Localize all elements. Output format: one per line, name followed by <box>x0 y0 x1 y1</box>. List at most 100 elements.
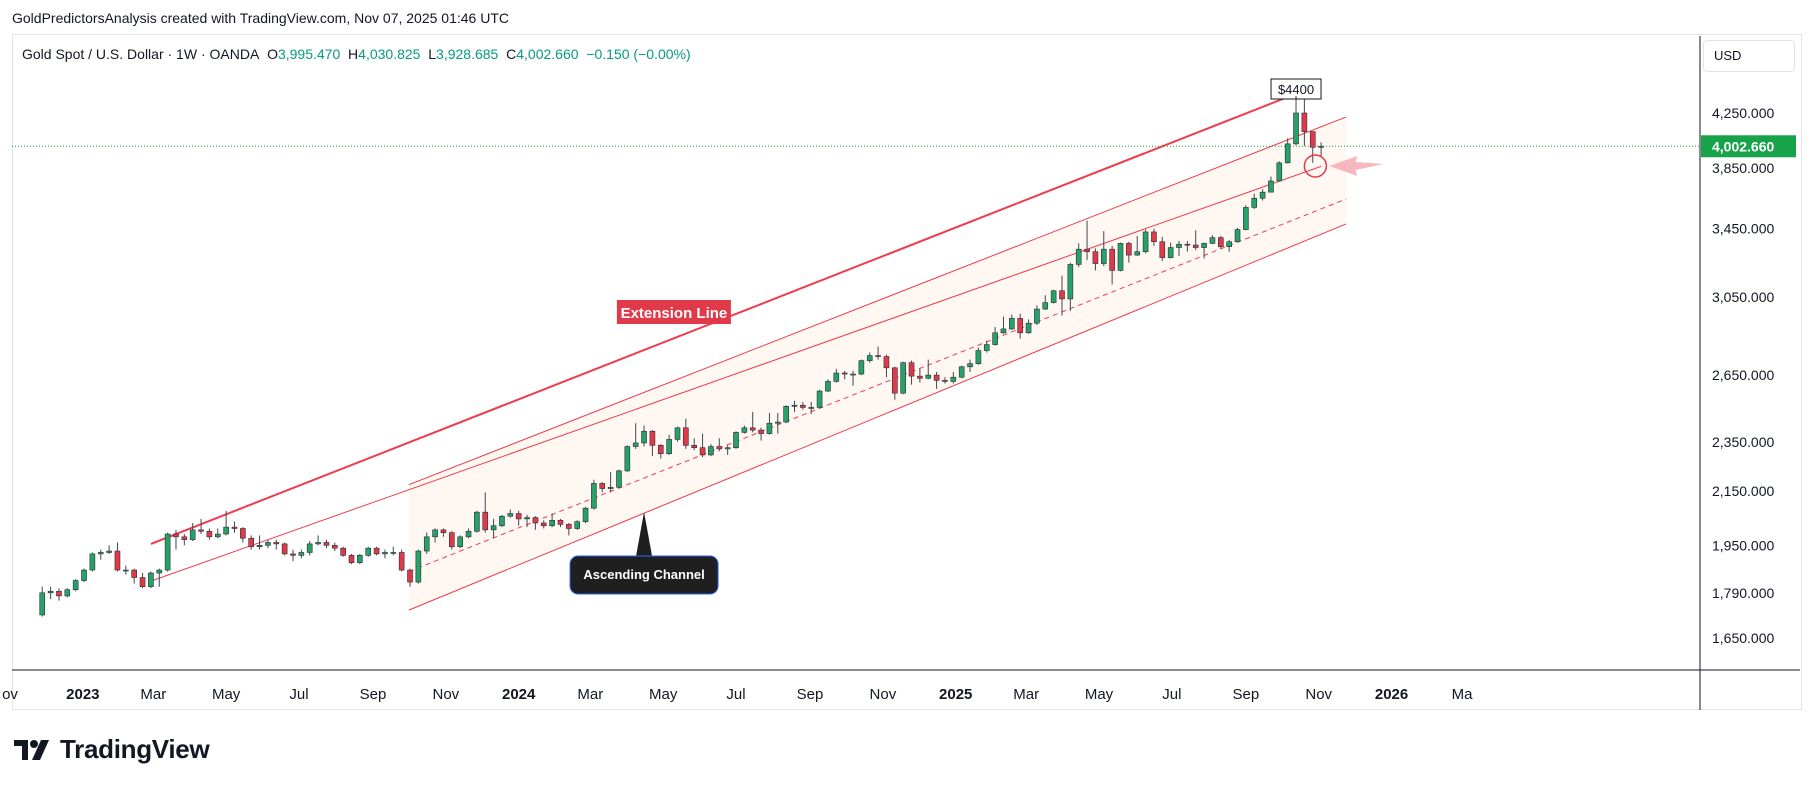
candle-body-up <box>382 552 388 555</box>
candle-body-up <box>574 521 580 529</box>
candle <box>131 568 137 584</box>
candle <box>992 326 998 346</box>
candle-body-down <box>198 529 204 532</box>
candle <box>148 571 154 589</box>
time-tick-label: Jul <box>726 686 745 703</box>
extension-line-label-box <box>616 300 731 324</box>
candle-body-down <box>181 536 188 540</box>
candle-body-down <box>540 522 547 527</box>
tradingview-logo[interactable]: TradingView <box>14 734 210 765</box>
candle-body-down <box>1309 131 1316 148</box>
candle-body-up <box>1226 241 1232 247</box>
candle <box>892 366 898 400</box>
candle <box>1084 220 1090 261</box>
candle-body-up <box>306 543 313 553</box>
candle <box>582 506 589 523</box>
time-tick-label: Mar <box>140 686 166 703</box>
candle <box>699 433 706 458</box>
candle <box>883 354 890 378</box>
candle-body-up <box>64 589 71 597</box>
ascending-channel-label: Ascending Channel <box>583 567 704 582</box>
candle-body-up <box>415 550 422 583</box>
time-axis-corner <box>1701 672 1801 708</box>
candle <box>708 444 714 457</box>
ascending-channel-label-box <box>569 555 719 595</box>
candle <box>198 518 204 535</box>
candle <box>632 423 639 449</box>
candle-body-up <box>1209 237 1216 244</box>
candle <box>925 359 932 380</box>
candle-body-up <box>1050 290 1057 303</box>
candle <box>449 531 455 550</box>
time-tick-label: Sep <box>797 686 824 703</box>
candle-body-up <box>1259 191 1266 199</box>
candle <box>825 379 831 393</box>
candle <box>674 426 681 442</box>
candle-body-up <box>1000 328 1007 334</box>
price-tick-label: 3,850.000 <box>1712 160 1774 176</box>
candle <box>549 513 555 528</box>
candle-body-up <box>256 545 263 548</box>
candle <box>599 482 606 493</box>
candle-body-up <box>808 407 815 409</box>
candle <box>858 359 865 376</box>
candle <box>298 549 305 559</box>
candle-body-down <box>331 545 338 549</box>
candle <box>423 532 430 554</box>
candle-body-up <box>1243 207 1249 230</box>
candle-body-up <box>457 536 463 548</box>
symbol-legend[interactable]: Gold Spot / U.S. Dollar · 1W · OANDA O3,… <box>22 46 691 62</box>
candle-body-up <box>1268 180 1274 193</box>
candle-body-up <box>674 427 681 440</box>
candle-body-up <box>666 439 672 455</box>
candle-body-down <box>1184 243 1191 246</box>
candle-body-up <box>72 580 79 591</box>
candle-body-up <box>616 470 622 488</box>
currency-selector[interactable]: USD <box>1703 40 1795 72</box>
candle <box>256 535 263 550</box>
candle <box>783 405 789 424</box>
candle-body-down <box>841 372 848 375</box>
candle <box>766 413 773 435</box>
candle <box>1075 243 1082 268</box>
time-tick-label: May <box>212 686 241 703</box>
candle-body-up <box>265 542 271 546</box>
candle <box>432 528 438 543</box>
candle-body-up <box>1034 308 1040 324</box>
candle-body-up <box>950 376 957 382</box>
channel-median-line <box>408 198 1347 572</box>
candle-body-up <box>708 446 714 456</box>
candle-body-up <box>524 517 530 520</box>
high-label: H <box>348 46 359 62</box>
candle-body-up <box>975 350 982 365</box>
candle-body-down <box>373 547 380 555</box>
time-axis[interactable]: ov 2023 Mar May Jul Sep Nov 2024 Mar May Jul Sep Nov… <box>2 669 1801 708</box>
candle-body-up <box>298 552 305 556</box>
candle-body-down <box>699 447 706 456</box>
candle <box>1050 289 1057 304</box>
candle <box>1293 96 1299 146</box>
candle-body-up <box>774 421 781 424</box>
support-trend-line <box>150 165 1322 582</box>
candle <box>950 371 957 384</box>
candle-body-down <box>114 550 121 571</box>
candle <box>323 539 330 549</box>
candle-body-up <box>97 552 104 555</box>
candle <box>123 565 129 575</box>
candle <box>357 553 363 565</box>
candle-body-up <box>1167 247 1174 258</box>
candle <box>800 401 806 410</box>
price-axis[interactable]: 4,250.000 3,850.000 3,450.000 3,050.000 2,65… <box>1699 36 1796 710</box>
candle-body-up <box>423 536 430 552</box>
candle <box>574 520 580 530</box>
candle-body-up <box>1067 264 1074 300</box>
candle-body-down <box>281 543 288 555</box>
candle <box>649 430 656 457</box>
candle-body-up <box>983 344 990 351</box>
candle-body-down <box>1151 231 1157 243</box>
candle-body-down <box>273 542 280 545</box>
open-label: O <box>267 46 278 62</box>
candle <box>1167 242 1174 259</box>
candle-body-up <box>89 553 96 571</box>
